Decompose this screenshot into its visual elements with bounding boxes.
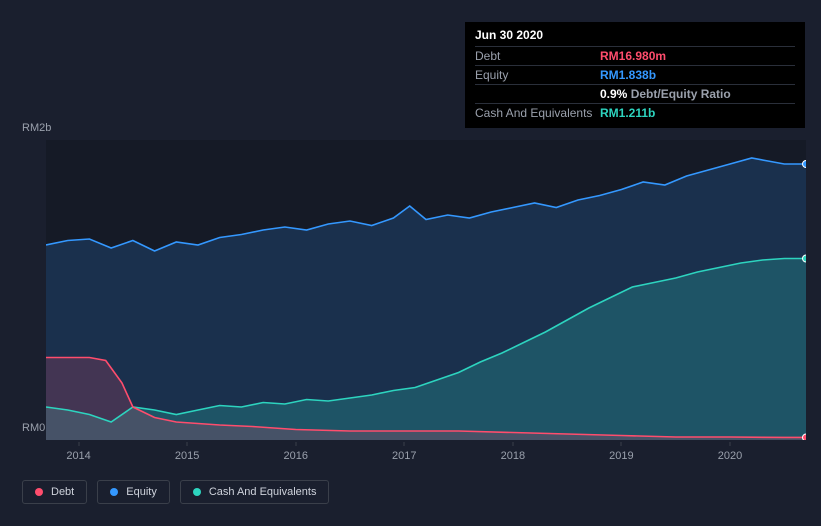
tooltip-label-ratio: [475, 87, 600, 101]
yaxis-bottom-label: RM0: [22, 422, 45, 434]
xaxis-tick: 2017: [392, 450, 416, 462]
xaxis-tick: 2018: [501, 450, 525, 462]
xaxis-tick: 2016: [283, 450, 307, 462]
tooltip-date: Jun 30 2020: [475, 28, 795, 46]
circle-icon: [110, 488, 118, 496]
financial-history-chart: Jun 30 2020 Debt RM16.980m Equity RM1.83…: [0, 0, 821, 526]
yaxis-top-label: RM2b: [22, 122, 51, 134]
tooltip-value-cash: RM1.211b: [600, 106, 655, 120]
tooltip-row-equity: Equity RM1.838b: [475, 65, 795, 84]
tooltip-label-debt: Debt: [475, 49, 600, 63]
chart-plot-area[interactable]: [46, 140, 806, 440]
ratio-label: Debt/Equity Ratio: [631, 87, 731, 101]
circle-icon: [35, 488, 43, 496]
chart-svg: [46, 140, 806, 440]
legend-label-cash: Cash And Equivalents: [209, 486, 317, 498]
tooltip-value-equity: RM1.838b: [600, 68, 656, 82]
xaxis-tick: 2014: [66, 450, 90, 462]
chart-xaxis: 2014 2015 2016 2017 2018 2019 2020: [46, 442, 806, 462]
tooltip-row-debt: Debt RM16.980m: [475, 46, 795, 65]
tooltip-row-ratio: 0.9% Debt/Equity Ratio: [475, 84, 795, 103]
tooltip-label-equity: Equity: [475, 68, 600, 82]
ratio-percent: 0.9%: [600, 87, 627, 101]
tooltip-row-cash: Cash And Equivalents RM1.211b: [475, 103, 795, 122]
tooltip-label-cash: Cash And Equivalents: [475, 106, 600, 120]
legend-label-debt: Debt: [51, 486, 74, 498]
xaxis-tick: 2015: [175, 450, 199, 462]
legend-label-equity: Equity: [126, 486, 157, 498]
legend-item-equity[interactable]: Equity: [97, 480, 170, 504]
xaxis-tick: 2020: [718, 450, 742, 462]
tooltip-value-debt: RM16.980m: [600, 49, 666, 63]
xaxis-tick: 2019: [609, 450, 633, 462]
legend-item-cash[interactable]: Cash And Equivalents: [180, 480, 330, 504]
chart-tooltip: Jun 30 2020 Debt RM16.980m Equity RM1.83…: [465, 22, 805, 128]
tooltip-value-ratio: 0.9% Debt/Equity Ratio: [600, 87, 731, 101]
chart-legend: Debt Equity Cash And Equivalents: [22, 480, 329, 504]
circle-icon: [193, 488, 201, 496]
legend-item-debt[interactable]: Debt: [22, 480, 87, 504]
